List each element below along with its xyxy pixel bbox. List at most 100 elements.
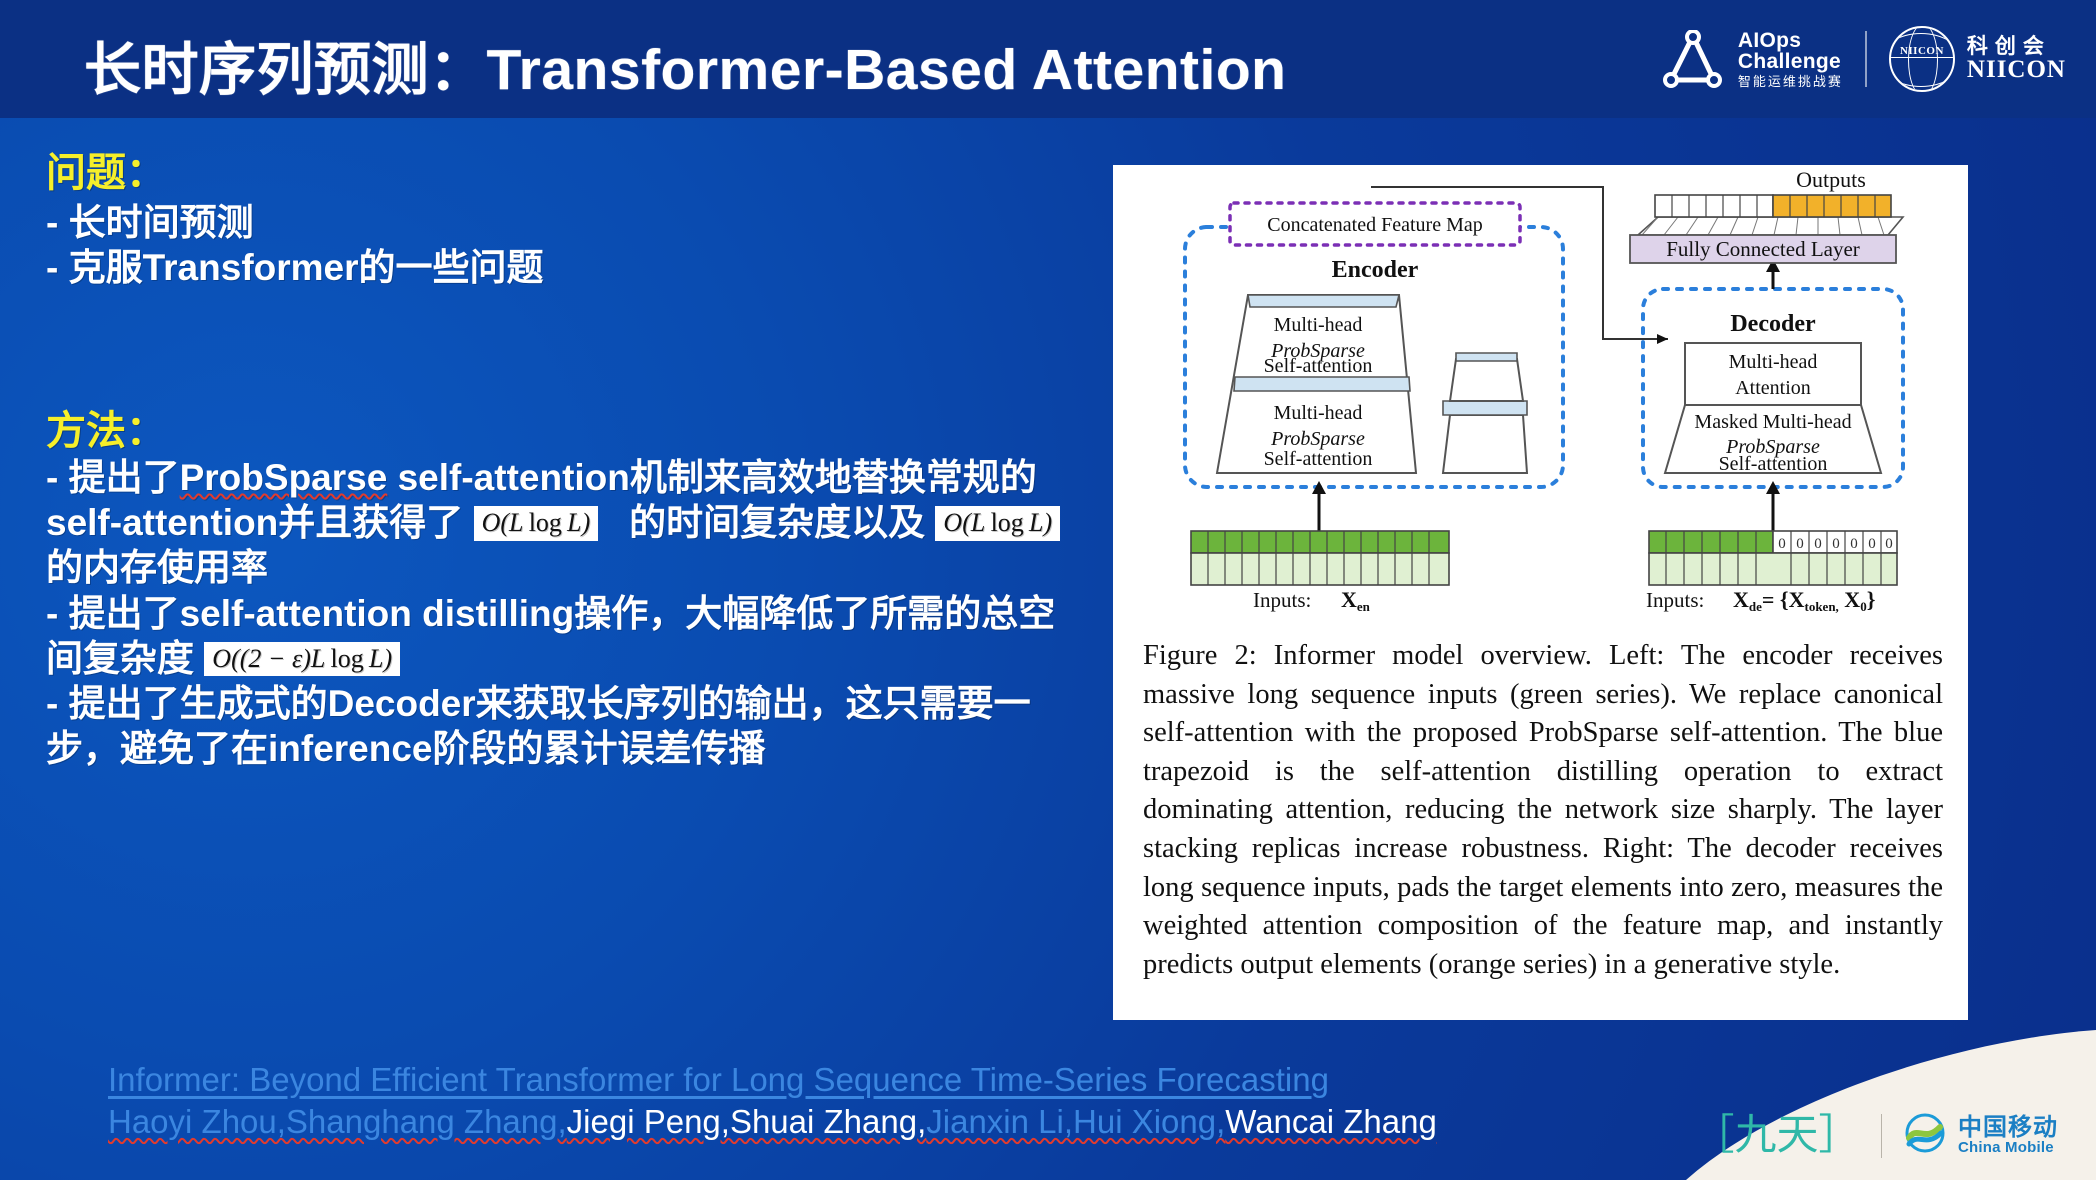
encoder-distill-band-mid bbox=[1233, 376, 1411, 392]
method-bullet-3: - 提出了生成式的Decoder来获取长序列的输出，这只需要一 步，避免了在in… bbox=[46, 681, 1086, 771]
header-logo-group: AIOps Challenge 智能运维挑战赛 NIICON 科创会 NIICO… bbox=[1662, 18, 2066, 100]
encoder-inputs-label: Inputs: bbox=[1253, 588, 1311, 612]
decoder-b1-line2: Attention bbox=[1735, 377, 1811, 399]
method-b3-a: - 提出了生成式的Decoder来获取长序列的输出，这只需要一 bbox=[46, 682, 1031, 724]
problem-bullet-1: - 长时间预测 bbox=[46, 202, 254, 244]
svg-text:0: 0 bbox=[1778, 536, 1786, 552]
method-b2-a: - 提出了self-attention distilling操作，大幅降低了所需… bbox=[46, 592, 1056, 634]
niicon-en-label: NIICON bbox=[1966, 55, 2066, 83]
svg-text:0: 0 bbox=[1814, 536, 1822, 552]
content-column: 问题： - 长时间预测 - 克服Transformer的一些问题 方法： - 提… bbox=[46, 150, 1086, 771]
page-title: 长时序列预测：Transformer-Based Attention bbox=[84, 38, 1287, 102]
footer-logo-divider bbox=[1880, 1113, 1882, 1158]
decoder-inputs-label: Inputs: bbox=[1646, 588, 1704, 612]
encoder-b2-line3: Self-attention bbox=[1264, 448, 1373, 470]
decoder-label: Decoder bbox=[1730, 311, 1816, 337]
slide-header: 长时序列预测：Transformer-Based Attention AIOps… bbox=[0, 0, 2096, 118]
reference-authors-part-1: Haoyi Zhou,Shanghang Zhang, bbox=[108, 1103, 567, 1141]
decoder-b2-line2: ProbSparse bbox=[1725, 436, 1820, 458]
encoder-b1-line3: Self-attention bbox=[1264, 355, 1373, 377]
encoder-b2-line2: ProbSparse bbox=[1270, 428, 1365, 450]
encoder-replica-lower bbox=[1441, 414, 1529, 474]
problem-section: 问题： - 长时间预测 - 克服Transformer的一些问题 bbox=[46, 150, 1086, 290]
concatenated-feature-map-label: Concatenated Feature Map bbox=[1267, 214, 1482, 236]
fully-connected-layer: Fully Connected Layer bbox=[1629, 216, 1905, 264]
encoder-b1-line2: ProbSparse bbox=[1270, 340, 1365, 362]
china-mobile-swirl-icon bbox=[1902, 1113, 1948, 1158]
method-b1-d: 的时间复杂度以及 bbox=[629, 502, 926, 544]
aiops-line-2: Challenge bbox=[1737, 50, 1841, 74]
math-complexity-3: O((2 − ε)L log L) bbox=[204, 641, 401, 676]
reference-title-link[interactable]: Informer: Beyond Efficient Transformer f… bbox=[108, 1061, 1329, 1098]
decoder-b1-line1: Multi-head bbox=[1729, 351, 1818, 373]
svg-text:0: 0 bbox=[1868, 536, 1876, 552]
china-mobile-en: China Mobile bbox=[1958, 1139, 2054, 1157]
math-complexity-2: O(L log L) bbox=[935, 506, 1061, 541]
method-b1-a: - 提出了 bbox=[46, 457, 180, 499]
method-section: 方法： - 提出了ProbSparse self-attention机制来高效地… bbox=[46, 408, 1086, 771]
reference-authors-part-4: Wancai Zhang bbox=[1225, 1103, 1437, 1141]
method-b2-b: 间复杂度 bbox=[46, 637, 194, 679]
svg-text:0: 0 bbox=[1885, 536, 1893, 552]
encoder-replica-upper bbox=[1448, 358, 1525, 402]
reference-authors-part-3: Jianxin Li,Hui Xiong, bbox=[926, 1103, 1226, 1141]
aiops-line-1: AIOps bbox=[1737, 28, 1802, 52]
figure-card: Concatenated Feature Map Encoder Multi-h… bbox=[1113, 165, 1968, 1020]
decoder-masked-trapezoid bbox=[1663, 404, 1883, 474]
encoder-b2-line1: Multi-head bbox=[1274, 402, 1363, 424]
aiops-wordmark: AIOps Challenge 智能运维挑战赛 bbox=[1738, 30, 1843, 88]
decoder-attention-block bbox=[1684, 342, 1862, 406]
svg-text:0: 0 bbox=[1832, 536, 1840, 552]
reference-authors: Haoyi Zhou,Shanghang Zhang,Jiegi Peng,Sh… bbox=[108, 1102, 1608, 1142]
reference-block: Informer: Beyond Efficient Transformer f… bbox=[108, 1060, 1608, 1143]
method-b3-b: 步，避免了在inference阶段的累计误差传播 bbox=[46, 727, 766, 769]
encoder-label: Encoder bbox=[1332, 257, 1419, 283]
china-mobile-cn: 中国移动 bbox=[1958, 1114, 2058, 1142]
method-b1-c: self-attention并且获得了 bbox=[46, 502, 464, 544]
encoder-replica-band-lower bbox=[1442, 400, 1528, 416]
aiops-line-3: 智能运维挑战赛 bbox=[1737, 73, 1843, 89]
decoder-b2-line1: Masked Multi-head bbox=[1694, 411, 1851, 433]
figure-caption-text: Figure 2: Informer model overview. Left:… bbox=[1143, 640, 1943, 980]
corner-swoosh-icon bbox=[1686, 1030, 2096, 1180]
svg-text:0: 0 bbox=[1850, 536, 1858, 552]
header-logo-divider bbox=[1864, 31, 1867, 87]
method-bullet-1: - 提出了ProbSparse self-attention机制来高效地替换常规… bbox=[46, 455, 1086, 590]
problem-bullets: - 长时间预测 - 克服Transformer的一些问题 bbox=[46, 201, 1086, 290]
encoder-distill-band-top bbox=[1247, 294, 1401, 308]
encoder-replica-band-upper bbox=[1455, 352, 1518, 362]
niicon-globe-icon: NIICON bbox=[1888, 26, 1955, 92]
method-b1-e: 的内存使用率 bbox=[46, 547, 268, 589]
outputs-label: Outputs bbox=[1796, 167, 1866, 192]
method-bullet-2: - 提出了self-attention distilling操作，大幅降低了所需… bbox=[46, 591, 1086, 681]
china-mobile-wordmark: 中国移动 China Mobile bbox=[1958, 1115, 2058, 1156]
math-complexity-1: O(L log L) bbox=[473, 506, 599, 541]
ninetian-seal-icon: ［九天］ bbox=[1692, 1112, 1861, 1159]
reference-authors-part-2: Jiegi Peng,Shuai Zhang, bbox=[566, 1103, 927, 1141]
method-heading: 方法： bbox=[46, 408, 166, 453]
figure-caption: Figure 2: Informer model overview. Left:… bbox=[1143, 637, 1943, 984]
concatenated-feature-map-box bbox=[1228, 201, 1522, 247]
problem-heading: 问题： bbox=[46, 151, 166, 195]
outputs-series bbox=[1654, 194, 1892, 218]
encoder-b1-line1: Multi-head bbox=[1274, 314, 1363, 336]
china-mobile-logo: 中国移动 China Mobile bbox=[1902, 1113, 2058, 1158]
aiops-challenge-logo: AIOps Challenge 智能运维挑战赛 bbox=[1662, 29, 1843, 88]
footer-logo-group: ［九天］ 中国移动 China Mobile bbox=[1692, 1113, 2058, 1158]
decoder-b2-line3: Self-attention bbox=[1719, 453, 1828, 475]
problem-bullet-2: - 克服Transformer的一些问题 bbox=[46, 246, 544, 288]
fully-connected-layer-label: Fully Connected Layer bbox=[1666, 237, 1860, 261]
method-b1-spell: ProbSparse bbox=[179, 457, 388, 499]
informer-architecture-diagram: Concatenated Feature Map Encoder Multi-h… bbox=[1113, 165, 1968, 615]
niicon-wordmark: 科创会 NIICON bbox=[1967, 35, 2066, 83]
niicon-cn-label: 科创会 bbox=[1966, 33, 2051, 58]
footer-corner-shape: ［九天］ 中国移动 China Mobile bbox=[1626, 1030, 2096, 1180]
svg-text:0: 0 bbox=[1796, 536, 1804, 552]
niicon-globe-label: NIICON bbox=[1899, 45, 1944, 58]
method-b1-b: self-attention机制来高效地替换常规的 bbox=[387, 457, 1037, 499]
encoder-input-series bbox=[1190, 530, 1450, 586]
aiops-triangle-nodes-icon bbox=[1662, 29, 1724, 88]
